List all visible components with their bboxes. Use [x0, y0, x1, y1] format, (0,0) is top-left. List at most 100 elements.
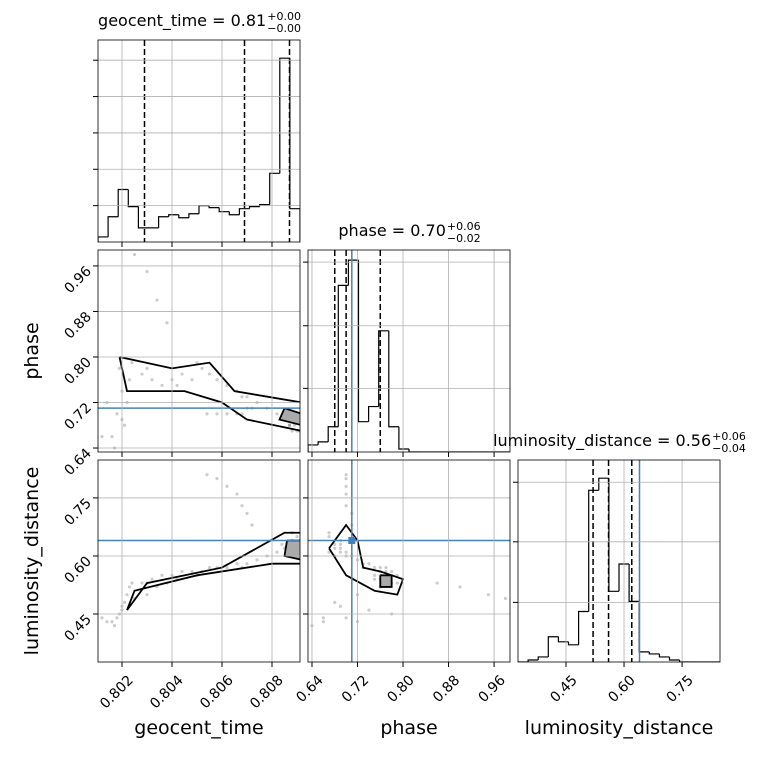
sample-point: [127, 378, 132, 382]
sample-point: [205, 412, 209, 416]
panel-title: geocent_time = 0.81: [98, 11, 266, 31]
hist-bin: [368, 405, 379, 422]
hist-bin: [668, 656, 680, 661]
hist-bin: [317, 441, 329, 445]
panel: [98, 40, 300, 242]
panel-frame: [307, 459, 511, 663]
hist-bin: [357, 260, 369, 423]
sample-point: [378, 565, 382, 570]
hist-bin: [127, 189, 139, 208]
sample-point: [338, 542, 343, 546]
sample-point: [105, 620, 109, 624]
hist-bin: [188, 213, 199, 218]
sample-point: [367, 562, 371, 566]
contour: [118, 356, 300, 432]
hist-bin: [107, 216, 119, 237]
title-upper: +0.06: [712, 430, 746, 443]
y-tick-label: 0.72: [61, 400, 94, 433]
panel: [98, 473, 300, 628]
title-lower: −0.04: [712, 442, 746, 455]
title-upper: +0.00: [267, 10, 301, 23]
sample-point: [338, 550, 343, 554]
hist-bin: [347, 259, 359, 286]
sample-point: [155, 298, 159, 302]
sample-point: [110, 620, 114, 624]
sample-point: [125, 593, 129, 597]
sample-point: [160, 383, 164, 388]
sample-point: [344, 492, 348, 496]
title-lower: −0.00: [267, 22, 301, 35]
y-tick-label: 0.64: [61, 445, 94, 478]
sample-point: [175, 383, 179, 388]
panel-title: phase = 0.70: [338, 221, 445, 240]
x-tick-label: 0.45: [547, 672, 580, 705]
sample-point: [250, 523, 254, 527]
x-tick-label: 0.808: [247, 672, 287, 712]
y-tick-label: 0.75: [61, 495, 94, 528]
sample-point: [344, 616, 348, 620]
x-tick-label: 0.60: [605, 672, 638, 705]
sample-point: [333, 600, 337, 605]
sample-point: [395, 581, 399, 585]
sample-point: [140, 372, 144, 376]
sample-point: [235, 492, 239, 496]
sample-point: [338, 546, 343, 550]
contour: [283, 539, 300, 561]
sample-point: [327, 531, 331, 535]
sample-point: [321, 616, 325, 620]
sample-point: [367, 608, 371, 612]
hist-bin: [537, 656, 549, 660]
sample-point: [225, 565, 229, 570]
x-axis-label: phase: [380, 717, 437, 739]
sample-point: [327, 550, 331, 554]
hist-bin: [279, 57, 290, 174]
sample-point: [240, 504, 244, 508]
sample-point: [275, 550, 279, 554]
hist-bin: [378, 330, 389, 407]
hist-bin: [178, 214, 189, 219]
hist-bin: [308, 444, 319, 452]
sample-point: [384, 565, 388, 570]
sample-point: [333, 546, 337, 550]
y-tick-label: 0.80: [61, 354, 94, 387]
hist-bin: [158, 216, 169, 228]
x-tick-label: 0.75: [663, 672, 696, 705]
panel-frame: [97, 39, 301, 243]
sample-point: [150, 577, 154, 581]
hist-bin: [578, 610, 589, 645]
x-tick-label: 0.64: [293, 672, 326, 705]
sample-point: [207, 565, 212, 570]
sample-point: [225, 412, 229, 416]
sample-point: [275, 412, 279, 416]
sample-point: [130, 361, 134, 365]
x-tick-label: 0.806: [197, 672, 237, 712]
hist-bin: [218, 207, 230, 213]
sample-point: [145, 593, 149, 597]
panel-title: luminosity_distance = 0.56: [493, 431, 711, 451]
title-upper: +0.06: [447, 220, 481, 233]
sample-point: [372, 577, 377, 581]
x-tick-label: 0.72: [339, 672, 372, 705]
sample-point: [225, 484, 229, 488]
hist-bin: [137, 206, 149, 229]
x-axis-label: luminosity_distance: [525, 717, 714, 739]
hist-bin: [98, 236, 109, 242]
hist-bin: [638, 601, 650, 653]
sample-point: [344, 476, 348, 481]
hist-bin: [238, 208, 250, 215]
sample-point: [145, 366, 149, 370]
hist-bin: [588, 489, 599, 612]
sample-point: [145, 270, 149, 274]
hist-bin: [567, 641, 579, 646]
contour: [126, 531, 300, 611]
sample-point: [338, 604, 343, 608]
sample-point: [117, 366, 122, 370]
panel-frame: [517, 459, 721, 663]
sample-point: [112, 624, 117, 628]
hist-bin: [598, 477, 609, 491]
panel-frame: [97, 459, 301, 663]
sample-point: [122, 600, 127, 605]
sample-point: [190, 569, 194, 574]
hist-bin: [327, 426, 339, 442]
